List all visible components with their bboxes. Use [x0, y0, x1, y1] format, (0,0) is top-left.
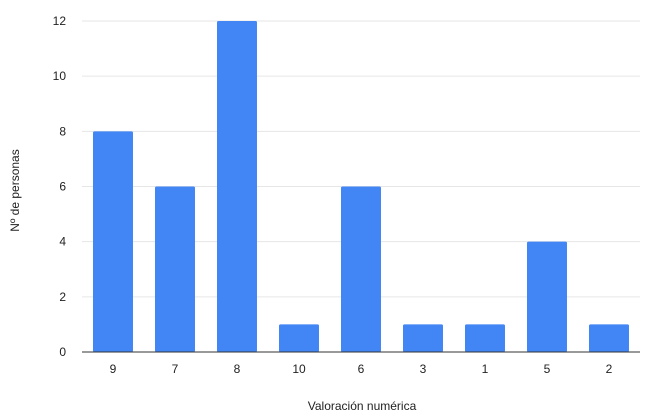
x-axis-title: Valoración numérica — [308, 399, 417, 413]
y-tick-label: 12 — [53, 14, 67, 28]
x-tick-label: 1 — [482, 362, 489, 376]
y-tick-labels: 0 2 4 6 8 10 12 — [53, 14, 67, 359]
bar-8 — [217, 21, 257, 352]
x-tick-label: 7 — [172, 362, 179, 376]
y-tick-label: 8 — [59, 124, 66, 138]
bars — [93, 21, 629, 352]
bar-3 — [403, 324, 443, 352]
x-tick-labels: 9 7 8 10 6 3 1 5 2 — [110, 362, 613, 376]
x-tick-label: 3 — [420, 362, 427, 376]
x-tick-label: 6 — [358, 362, 365, 376]
bar-5 — [527, 241, 567, 352]
x-tick-label: 10 — [292, 362, 306, 376]
bar-10 — [279, 324, 319, 352]
x-tick-label: 9 — [110, 362, 117, 376]
y-tick-label: 0 — [59, 345, 66, 359]
y-tick-label: 4 — [59, 235, 66, 249]
x-tick-label: 5 — [544, 362, 551, 376]
bar-1 — [465, 324, 505, 352]
bar-9 — [93, 131, 133, 352]
x-tick-label: 2 — [606, 362, 613, 376]
y-axis-title: Nº de personas — [8, 149, 22, 231]
bar-2 — [589, 324, 629, 352]
bar-7 — [155, 186, 195, 352]
x-tick-label: 8 — [234, 362, 241, 376]
bar-6 — [341, 186, 381, 352]
y-tick-label: 10 — [53, 69, 67, 83]
y-tick-label: 2 — [59, 290, 66, 304]
y-tick-label: 6 — [59, 180, 66, 194]
